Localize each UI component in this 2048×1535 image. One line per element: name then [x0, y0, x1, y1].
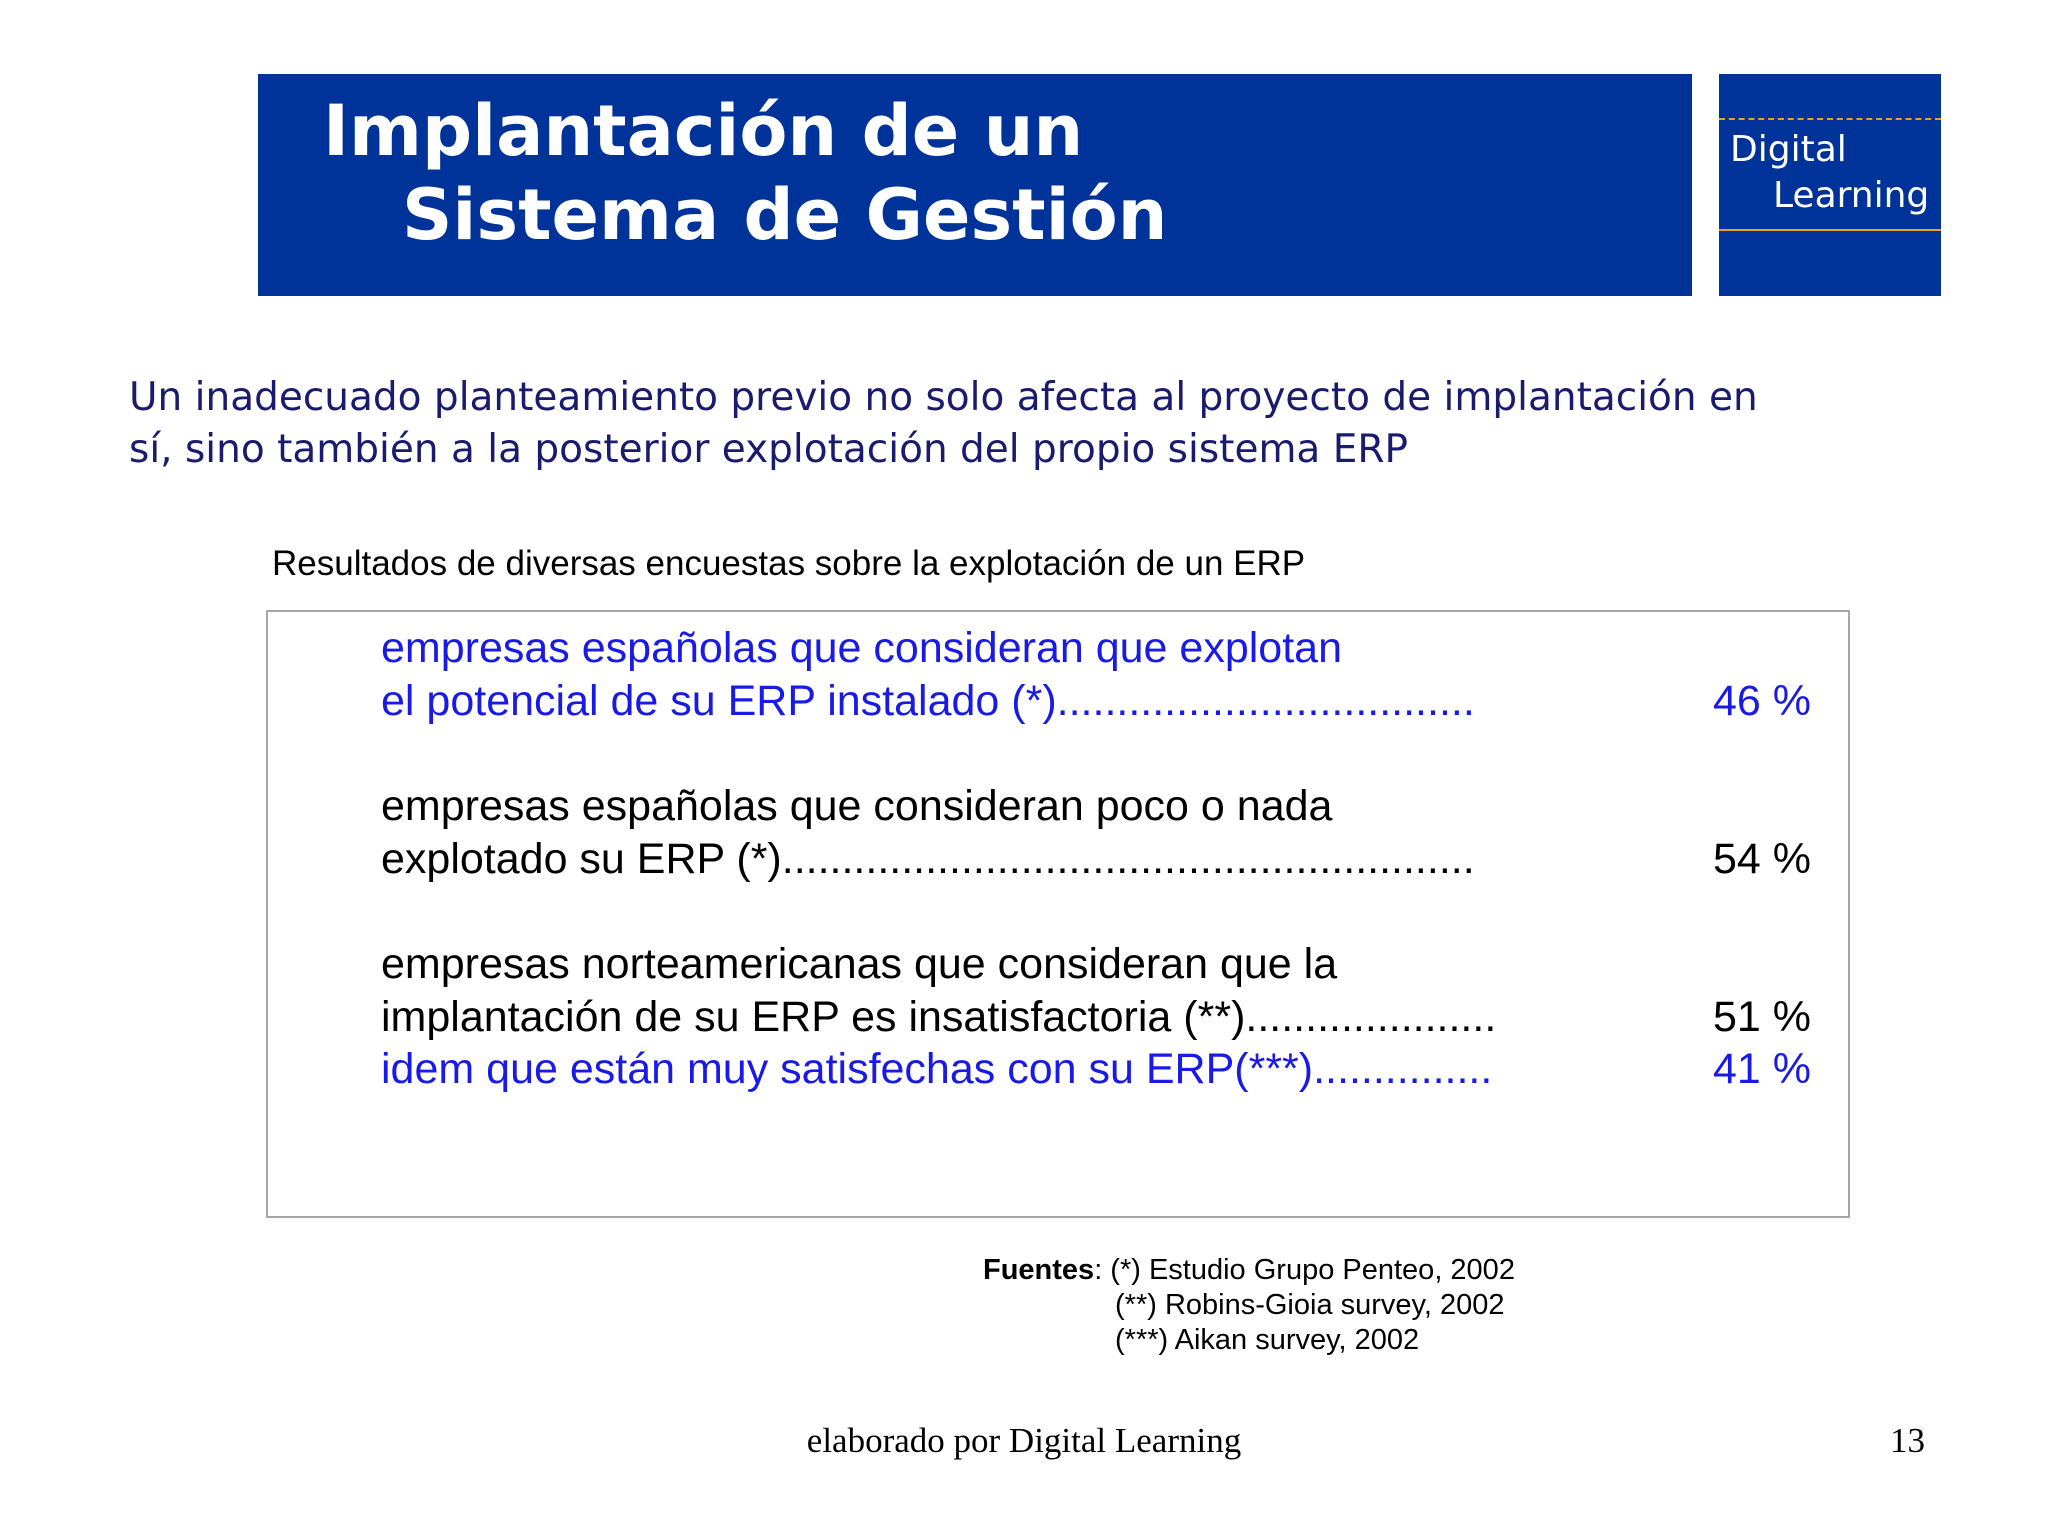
result-4-value: 41 %: [1712, 1045, 1811, 1093]
sources-line-1: Fuentes: (*) Estudio Grupo Penteo, 2002: [983, 1253, 1515, 1288]
result-4-line-1: idem que están muy satisfechas con su ER…: [381, 1043, 1811, 1096]
logo-text-line-1: Digital: [1730, 129, 1847, 170]
result-2-line-2: explotado su ERP (*)....................…: [381, 833, 1811, 886]
result-1-line-1: empresas españolas que consideran que ex…: [381, 624, 1342, 672]
result-item-2: empresas españolas que consideran poco o…: [381, 780, 1811, 886]
survey-caption: Resultados de diversas encuestas sobre l…: [272, 544, 1306, 583]
source-1: : (*) Estudio Grupo Penteo, 2002: [1094, 1254, 1515, 1286]
result-3-line-1: empresas norteamericanas que consideran …: [381, 940, 1338, 988]
sources-label: Fuentes: [983, 1254, 1095, 1286]
slide-title-line-1: Implantación de un: [323, 90, 1084, 172]
page-number: 13: [1890, 1421, 1925, 1460]
logo-dashed-rule: [1719, 118, 1941, 120]
result-2-value: 54 %: [1712, 835, 1811, 883]
result-item-4: idem que están muy satisfechas con su ER…: [381, 1043, 1811, 1096]
result-1-line-2: el potencial de su ERP instalado (*)....…: [381, 675, 1811, 728]
result-2-line-1: empresas españolas que consideran poco o…: [381, 782, 1333, 830]
digital-learning-logo: Digital Learning: [1719, 74, 1941, 296]
intro-line-2: sí, sino también a la posterior explotac…: [129, 427, 1408, 472]
result-3-line-2: implantación de su ERP es insatisfactori…: [381, 991, 1811, 1044]
source-3: (***) Aikan survey, 2002: [1115, 1324, 1420, 1356]
sources-note: Fuentes: (*) Estudio Grupo Penteo, 2002 …: [983, 1253, 1515, 1358]
result-1-label: el potencial de su ERP instalado (*)....…: [381, 677, 1475, 725]
result-2-label: explotado su ERP (*)....................…: [381, 835, 1475, 883]
logo-text-line-2: Learning: [1773, 175, 1930, 216]
footer-credit: elaborado por Digital Learning: [806, 1421, 1242, 1460]
intro-line-1: Un inadecuado planteamiento previo no so…: [129, 375, 1758, 420]
logo-solid-rule: [1719, 229, 1941, 231]
source-2: (**) Robins-Gioia survey, 2002: [1115, 1289, 1505, 1321]
survey-results-box: empresas españolas que consideran que ex…: [266, 610, 1850, 1218]
result-item-3: empresas norteamericanas que consideran …: [381, 938, 1811, 1044]
slide-title-line-2: Sistema de Gestión: [402, 174, 1168, 256]
result-3-value: 51 %: [1712, 993, 1811, 1041]
title-banner: Implantación de un Sistema de Gestión: [258, 74, 1692, 296]
result-1-value: 46 %: [1712, 677, 1811, 725]
result-3-label: implantación de su ERP es insatisfactori…: [381, 993, 1497, 1041]
result-4-label: idem que están muy satisfechas con su ER…: [381, 1045, 1493, 1093]
result-item-1: empresas españolas que consideran que ex…: [381, 622, 1811, 728]
intro-paragraph: Un inadecuado planteamiento previo no so…: [129, 372, 1929, 476]
